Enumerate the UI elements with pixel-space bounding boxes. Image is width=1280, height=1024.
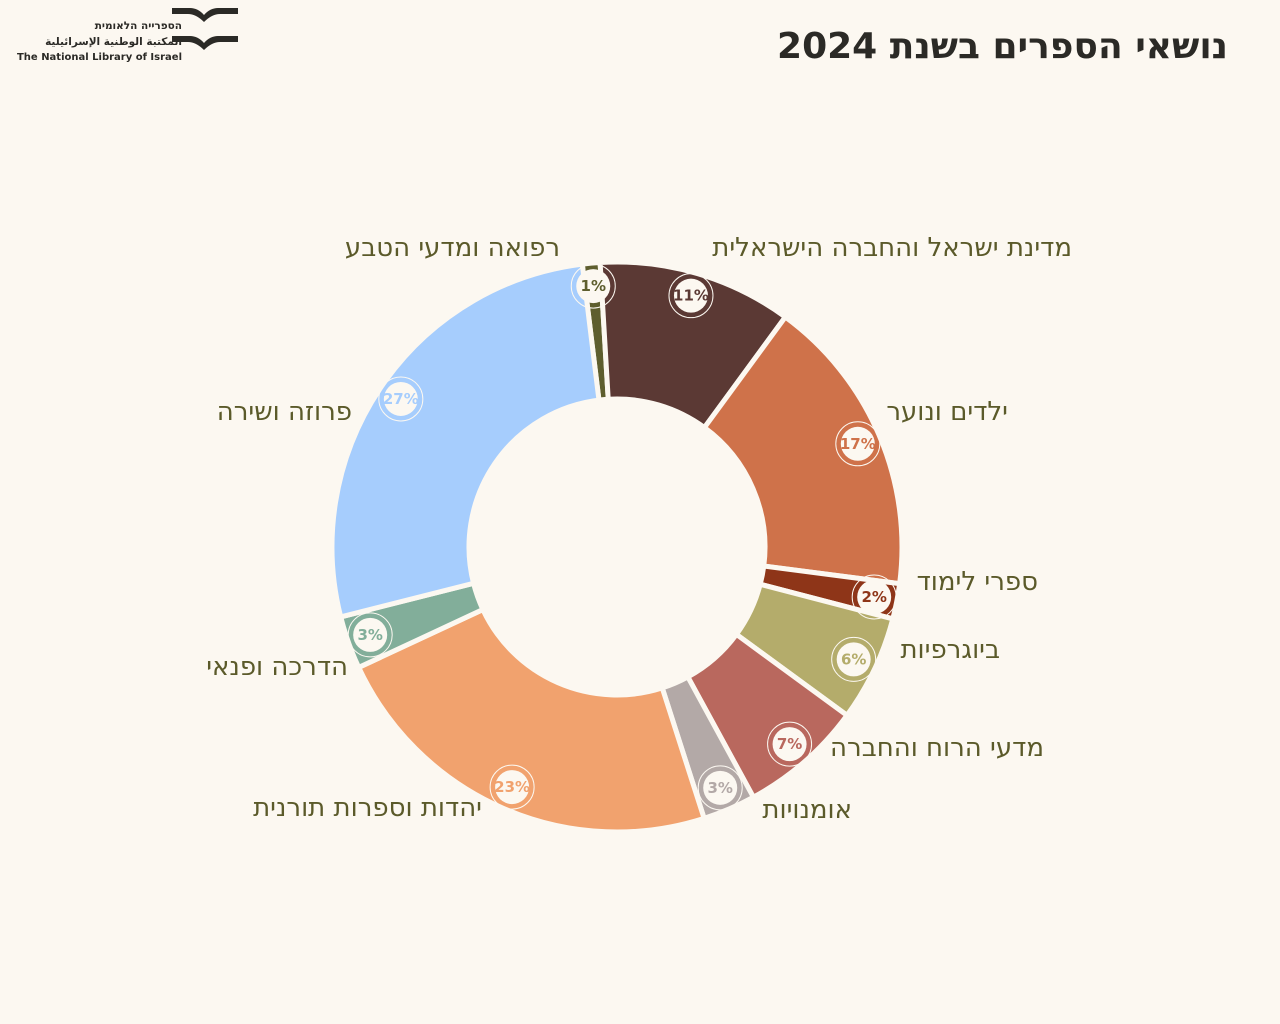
label-prose-poetry: פרוזה ושירה [216, 397, 352, 427]
percent-badge: 11% [668, 273, 714, 319]
percent-badge: 2% [851, 574, 897, 620]
percent-label: 6% [841, 650, 866, 668]
page-title: נושאי הספרים בשנת 2024 [777, 26, 1228, 67]
library-logo-icon [172, 8, 238, 50]
badge-circle [495, 770, 530, 805]
badge-circle [673, 278, 708, 313]
badge-ring [668, 273, 714, 319]
badge-ring [851, 574, 897, 620]
percent-badge: 1% [570, 263, 616, 309]
percent-label: 17% [840, 435, 876, 453]
badge-ring [378, 376, 424, 422]
badge-circle [383, 381, 418, 416]
badge-circle [576, 269, 611, 304]
percent-label: 23% [494, 778, 530, 796]
badge-ring [697, 765, 743, 811]
percent-badge: 27% [378, 376, 424, 422]
percent-label: 1% [581, 277, 606, 295]
percent-label: 11% [673, 287, 709, 305]
percent-badge: 6% [831, 636, 877, 682]
badge-circle [857, 579, 892, 614]
percent-label: 2% [861, 588, 886, 606]
percent-badge: 3% [697, 765, 743, 811]
percent-label: 3% [707, 779, 732, 797]
badge-ring [570, 263, 616, 309]
label-arts: אומנויות [762, 795, 852, 825]
label-guidance-leisure: הדרכה ופנאי [206, 652, 348, 682]
badge-ring [831, 636, 877, 682]
label-biographies: ביוגרפיות [900, 635, 1000, 665]
logo-text: הספרייה הלאומית المكتبة الوطنية الإسرائي… [17, 18, 182, 66]
badge-circle [840, 426, 875, 461]
logo-hebrew: הספרייה הלאומית [94, 20, 182, 32]
badge-circle [836, 642, 871, 677]
label-textbooks: ספרי לימוד [916, 567, 1038, 597]
percent-badge: 7% [767, 721, 813, 767]
label-israel-society: מדינת ישראל והחברה הישראלית [712, 233, 1072, 263]
donut-slice [329, 261, 602, 620]
badge-ring [347, 612, 393, 658]
badge-ring [835, 421, 881, 467]
donut-slice [700, 313, 905, 587]
percent-label: 27% [383, 390, 419, 408]
label-humanities: מדעי הרוח והחברה [830, 733, 1044, 763]
label-children-youth: ילדים ונוער [886, 397, 1008, 427]
percent-badge: 17% [835, 421, 881, 467]
badge-circle [703, 770, 738, 805]
donut-slice [355, 606, 708, 835]
badge-ring [767, 721, 813, 767]
logo-english: The National Library of Israel [16, 52, 182, 63]
label-judaism: יהדות וספרות תורנית [253, 793, 482, 823]
percent-label: 7% [777, 735, 802, 753]
percent-label: 3% [357, 626, 382, 644]
percent-badge: 3% [347, 612, 393, 658]
badge-ring [489, 764, 535, 810]
badge-circle [772, 727, 807, 762]
percent-badge: 23% [489, 764, 535, 810]
logo-arabic: المكتبة الوطنية الإسرائيلية [45, 36, 182, 48]
label-medicine-science: רפואה ומדעי הטבע [344, 233, 560, 263]
badge-circle [353, 617, 388, 652]
